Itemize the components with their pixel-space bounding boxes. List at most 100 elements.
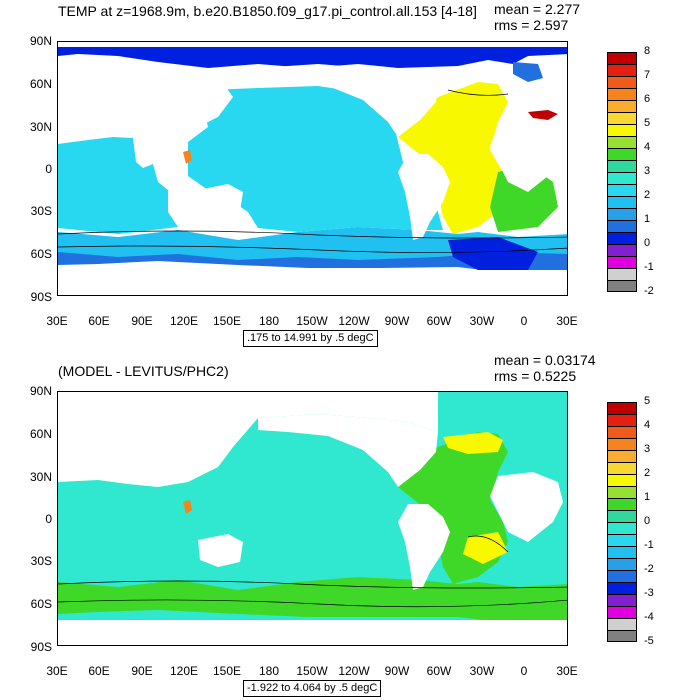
colorbar-label: 2 — [644, 189, 651, 201]
antarctica-landmass — [58, 270, 567, 295]
colorbar-label: 0 — [644, 237, 651, 249]
colorbar-label: -4 — [644, 611, 654, 623]
map-canvas — [58, 47, 567, 295]
colorbar-label: 0 — [644, 515, 651, 527]
colorbar-swatch — [607, 232, 637, 244]
north-america-landmass — [258, 64, 438, 137]
contour-line — [447, 89, 509, 96]
colorbar-label: -1 — [644, 539, 654, 551]
atlantic-ocean-region — [398, 82, 508, 234]
lat-label: 0 — [45, 162, 52, 176]
lon-label: 60E — [88, 314, 110, 328]
colorbar-label: -5 — [644, 635, 654, 647]
mean-value: mean = 0.03174 — [494, 352, 596, 368]
lon-label: 30E — [46, 314, 68, 328]
lon-label: 90W — [384, 314, 410, 328]
colorbar-swatch — [607, 522, 637, 534]
lat-label: 0 — [45, 512, 52, 526]
lat-label: 30N — [29, 470, 52, 484]
colorbar-swatch — [607, 606, 637, 618]
map-canvas — [58, 392, 567, 645]
lat-label: 90N — [29, 384, 52, 398]
colorbar-label: 5 — [644, 117, 651, 129]
colorbar-swatch — [607, 268, 637, 280]
lat-label: 90S — [30, 290, 52, 304]
south-america-landmass — [398, 504, 450, 590]
colorbar-label: -2 — [644, 563, 654, 575]
lon-label: 120E — [169, 664, 199, 678]
weddell-sea-region — [448, 237, 538, 270]
lon-label: 60W — [426, 664, 452, 678]
map-title: (MODEL - LEVITUS/PHC2) — [58, 363, 229, 379]
bottom-map-panel: (MODEL - LEVITUS/PHC2) mean = 0.03174 rm… — [0, 350, 700, 700]
colorbar-swatch — [607, 256, 637, 268]
colorbar-label: 1 — [644, 491, 651, 503]
lat-label: 60S — [30, 597, 52, 611]
colorbar-label: 3 — [644, 443, 651, 455]
eurasia-landmass — [58, 392, 438, 487]
marginal-sea-hotspot — [183, 500, 192, 514]
colorbar-swatch — [607, 172, 637, 184]
colorbar-swatch — [607, 64, 637, 76]
lon-label: 30W — [469, 314, 495, 328]
colorbar-swatch — [607, 100, 637, 112]
colorbar-swatch — [607, 570, 637, 582]
colorbar-swatch — [607, 208, 637, 220]
colorbar-swatch — [607, 196, 637, 208]
lat-label: 60N — [29, 77, 52, 91]
colorbar-swatch — [607, 462, 637, 474]
temperature-map — [57, 41, 568, 296]
colorbar-swatch — [607, 280, 637, 292]
colorbar-swatch — [607, 546, 637, 558]
colorbar-swatch — [607, 160, 637, 172]
contour-range-label: -1.922 to 4.064 by .5 degC — [243, 680, 382, 697]
lon-label: 30E — [46, 664, 68, 678]
lon-label: 0 — [520, 664, 528, 678]
colorbar-swatch — [607, 486, 637, 498]
lat-label: 30S — [30, 204, 52, 218]
colorbar-swatch — [607, 244, 637, 256]
lon-label: 30E — [556, 314, 578, 328]
colorbar-label: 4 — [644, 419, 651, 431]
red-sea-hotspot — [528, 110, 558, 120]
colorbar-swatch — [607, 88, 637, 100]
lat-label: 30S — [30, 554, 52, 568]
arctic-ocean-region — [58, 47, 567, 68]
map-title: TEMP at z=1968.9m, b.e20.B1850.f09_g17.p… — [58, 3, 477, 19]
colorbar-swatch — [607, 534, 637, 546]
top-map-panel: TEMP at z=1968.9m, b.e20.B1850.f09_g17.p… — [29, 1, 654, 347]
colorbar-swatch — [607, 558, 637, 570]
colorbar-label: 7 — [644, 69, 651, 81]
lon-label: 30W — [469, 664, 495, 678]
pacific-ocean-region — [188, 86, 443, 232]
lon-label: 150E — [212, 664, 242, 678]
africa-landmass — [490, 122, 563, 192]
colorbar-swatch — [607, 136, 637, 148]
arctic-shelf-region — [513, 62, 543, 82]
colorbar — [607, 402, 637, 642]
colorbar — [607, 52, 637, 292]
colorbar-swatch — [607, 426, 637, 438]
colorbar-label: 3 — [644, 165, 651, 177]
lon-label: 60W — [426, 314, 452, 328]
colorbar-label: 4 — [644, 141, 651, 153]
colorbar-label: -2 — [644, 285, 654, 297]
colorbar-frame — [607, 402, 637, 642]
colorbar-swatch — [607, 124, 637, 136]
lon-label: 0 — [520, 314, 528, 328]
colorbar-label: -3 — [644, 587, 654, 599]
lon-label: 150W — [296, 664, 328, 678]
colorbar-swatch — [607, 148, 637, 160]
colorbar-label: 8 — [644, 45, 651, 57]
colorbar-swatch — [607, 76, 637, 88]
north-atlantic-warm-region — [443, 432, 503, 454]
marginal-sea-hotspot — [183, 150, 192, 164]
colorbar-swatch — [607, 450, 637, 462]
rms-value: rms = 0.5225 — [494, 368, 577, 384]
lon-label: 120E — [169, 314, 199, 328]
lon-label: 90E — [131, 664, 153, 678]
difference-map — [57, 391, 568, 646]
lat-label: 90N — [29, 34, 52, 48]
colorbar-frame — [607, 52, 637, 292]
lon-label: 30E — [556, 664, 578, 678]
